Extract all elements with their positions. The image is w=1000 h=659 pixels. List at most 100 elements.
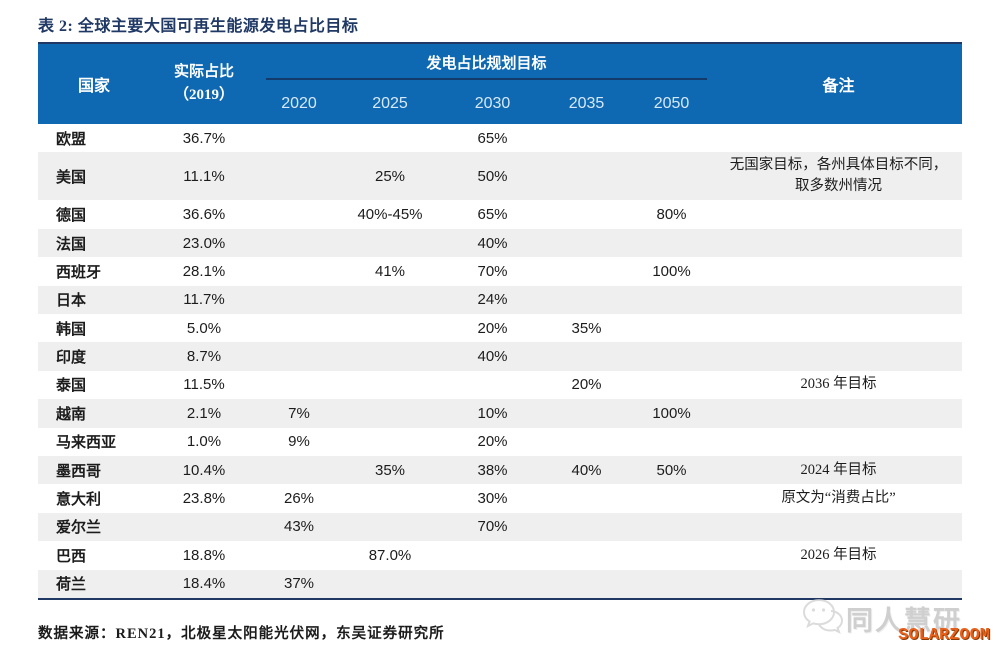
cell-country: 荷兰	[56, 577, 87, 594]
cell-country: 意大利	[56, 492, 102, 509]
header-actual-share: 实际占比 （2019）	[150, 44, 258, 124]
cell-target-2030: 50%	[477, 167, 508, 185]
cell-country: 越南	[56, 406, 87, 423]
cell-note	[715, 240, 962, 246]
header-year-2030: 2030	[474, 95, 511, 112]
header-year-2035: 2035	[568, 95, 605, 112]
cell-target-2025	[340, 355, 440, 359]
cell-note	[715, 325, 962, 331]
header-year-2020: 2020	[281, 95, 317, 112]
cell-actual-2019: 5.0%	[186, 319, 222, 337]
cell-target-2030: 65%	[477, 206, 508, 224]
cell-note	[715, 135, 962, 141]
cell-target-2025	[340, 298, 440, 302]
cell-note	[715, 581, 962, 587]
cell-target-2030: 70%	[477, 262, 508, 280]
cell-target-2050	[628, 241, 715, 245]
table-row: 法国 23.0% 40%	[38, 228, 962, 258]
cell-target-2025: 25%	[374, 167, 406, 185]
cell-target-2035: 40%	[571, 461, 602, 479]
cell-country: 巴西	[56, 548, 87, 565]
cell-country: 墨西哥	[56, 463, 102, 480]
cell-target-2050	[628, 440, 715, 444]
cell-target-2050	[628, 326, 715, 330]
cell-target-2030	[440, 582, 545, 586]
cell-actual-2019: 2.1%	[186, 404, 222, 422]
cell-target-2020	[258, 298, 340, 302]
cell-target-2020	[258, 174, 340, 178]
cell-note: 2024 年目标	[800, 461, 877, 478]
cell-actual-2019: 11.5%	[183, 376, 225, 394]
cell-target-2050	[628, 298, 715, 302]
table-bottom-rule	[38, 597, 962, 600]
cell-target-2020	[258, 383, 340, 387]
cell-note	[715, 439, 962, 445]
header-year-2025: 2025	[372, 95, 408, 112]
cell-target-2030: 20%	[477, 433, 508, 451]
cell-actual-2019: 23.8%	[182, 490, 226, 508]
table-row: 日本 11.7% 24%	[38, 285, 962, 314]
cell-target-2025	[340, 411, 440, 415]
cell-country: 日本	[56, 293, 87, 310]
watermark-brand-text: 同人慧研	[846, 606, 962, 636]
cell-target-2020	[258, 213, 340, 217]
cell-note	[715, 212, 962, 218]
table-row: 巴西 18.8% 87.0% 2026 年目标	[38, 541, 962, 569]
cell-target-2025: 35%	[374, 461, 406, 479]
table-row: 爱尔兰 43% 70%	[38, 512, 962, 542]
cell-target-2025: 87.0%	[368, 546, 412, 564]
cell-target-2050	[628, 136, 715, 140]
cell-target-2050	[628, 383, 715, 387]
table-header: 国家 实际占比 （2019） 发电占比规划目标 2020 2025 2030 2…	[38, 44, 962, 124]
cell-actual-2019: 11.1%	[183, 167, 225, 185]
cell-actual-2019: 11.7%	[183, 291, 225, 309]
cell-target-2050: 100%	[652, 262, 691, 280]
header-note: 备注	[822, 78, 855, 95]
table-row: 德国 36.6% 40%-45% 65% 80%	[38, 200, 962, 228]
cell-target-2050	[628, 553, 715, 557]
cell-target-2025	[340, 582, 440, 586]
cell-country: 马来西亚	[56, 435, 117, 452]
cell-target-2035	[545, 525, 628, 529]
cell-target-2035: 20%	[571, 376, 602, 394]
cell-target-2025	[340, 497, 440, 501]
cell-target-2030: 38%	[477, 461, 508, 479]
cell-target-2030: 30%	[477, 490, 508, 508]
cell-target-2020	[258, 326, 340, 330]
cell-actual-2019: 1.0%	[186, 433, 222, 451]
solarzoom-logo-text: SOLARZOOM	[898, 626, 990, 645]
cell-target-2025	[340, 525, 440, 529]
cell-target-2020	[258, 136, 340, 140]
table-row: 印度 8.7% 40%	[38, 342, 962, 371]
cell-target-2020: 9%	[288, 433, 310, 451]
brand-watermark: 同人慧研 SOLARZOOM	[802, 595, 992, 645]
cell-actual-2019: 18.8%	[182, 546, 226, 564]
table-row: 韩国 5.0% 20% 35%	[38, 314, 962, 342]
cell-country: 印度	[56, 350, 87, 367]
table-body: 欧盟 36.7% 65% 美国 11.1% 25% 50% 无国家目标，各州具体…	[38, 124, 962, 598]
wechat-icon	[802, 598, 844, 634]
cell-actual-2019: 36.7%	[182, 129, 226, 147]
table-row: 欧盟 36.7% 65%	[38, 124, 962, 152]
cell-target-2050: 50%	[656, 461, 687, 479]
cell-actual-2019: 18.4%	[182, 575, 226, 593]
cell-note	[715, 268, 962, 274]
table-row: 越南 2.1% 7% 10% 100%	[38, 399, 962, 428]
cell-actual-2019: 8.7%	[186, 348, 222, 366]
cell-actual-2019: 36.6%	[182, 206, 226, 224]
cell-country: 爱尔兰	[56, 520, 102, 537]
table-row: 墨西哥 10.4% 35% 38% 40% 50% 2024 年目标	[38, 455, 962, 485]
cell-target-2035: 35%	[571, 319, 602, 337]
cell-target-2050	[628, 355, 715, 359]
cell-note	[715, 354, 962, 360]
cell-country: 法国	[56, 236, 87, 253]
report-table-figure: 表 2: 全球主要大国可再生能源发电占比目标 国家 实际占比 （2019） 发电…	[38, 18, 962, 600]
cell-note	[715, 410, 962, 416]
cell-actual-2019	[150, 525, 258, 529]
cell-target-2035	[545, 241, 628, 245]
cell-target-2035	[545, 269, 628, 273]
cell-target-2050	[628, 582, 715, 586]
cell-note: 2036 年目标	[800, 376, 877, 393]
cell-target-2035	[545, 174, 628, 178]
cell-target-2030: 40%	[477, 348, 508, 366]
